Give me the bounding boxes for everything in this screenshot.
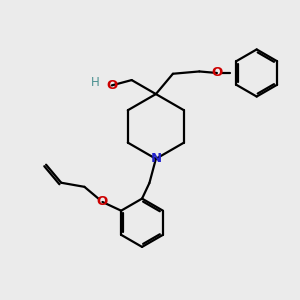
Text: O: O xyxy=(97,196,108,208)
Text: O: O xyxy=(106,79,117,92)
Text: H: H xyxy=(91,76,100,89)
Text: N: N xyxy=(150,152,161,165)
Text: O: O xyxy=(211,67,223,80)
